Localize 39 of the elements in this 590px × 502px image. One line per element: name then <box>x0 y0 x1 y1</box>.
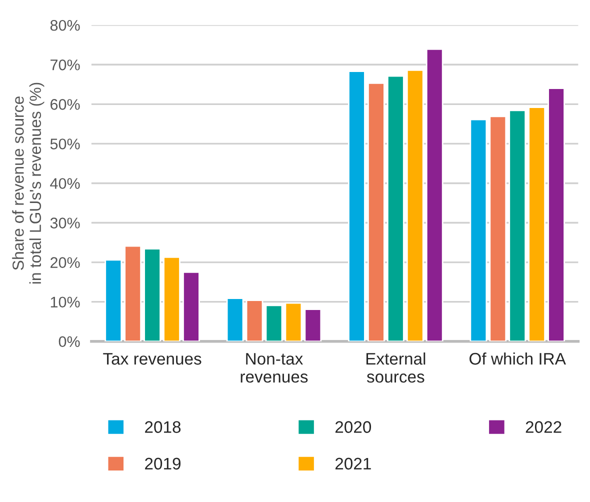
y-tick-label: 40% <box>50 178 80 189</box>
y-tick-label: 0% <box>58 336 80 348</box>
bar <box>368 82 385 342</box>
y-tick-label: 20% <box>50 257 80 268</box>
y-tick-label: 30% <box>50 218 80 228</box>
x-tick-label: Non-tax revenues <box>240 353 308 383</box>
x-tick-label: Tax revenues <box>103 353 202 365</box>
bar <box>304 308 322 342</box>
legend-label: 2020 <box>335 421 372 433</box>
bar <box>348 70 366 342</box>
y-axis-title: Share of revenue source in total LGUs's revenues (%) <box>12 82 44 284</box>
legend-label: 2018 <box>145 421 181 433</box>
y-tick-label: 60% <box>50 99 80 110</box>
bar <box>528 106 546 342</box>
x-tick-label: Of which IRA <box>470 352 566 365</box>
bar <box>246 300 264 342</box>
y-tick-label: 80% <box>50 20 80 31</box>
bar <box>226 298 244 342</box>
bar <box>104 259 122 342</box>
legend-label: 2021 <box>335 458 371 470</box>
y-tick-label: 10% <box>50 296 80 308</box>
bar <box>284 302 302 342</box>
bar <box>386 75 404 342</box>
bar <box>470 118 488 342</box>
bar <box>426 48 444 342</box>
bar <box>406 69 424 342</box>
bar <box>508 110 526 342</box>
bar <box>489 116 507 342</box>
legend-label: 2022 <box>526 421 562 433</box>
bar <box>144 248 161 342</box>
y-tick-label: 50% <box>50 138 80 150</box>
bar <box>265 304 283 342</box>
legend-label: 2019 <box>145 458 180 470</box>
x-tick-label: External sources <box>366 352 426 383</box>
bar <box>182 271 200 342</box>
bar <box>124 245 142 342</box>
bar <box>163 256 180 342</box>
y-tick-label: 70% <box>50 60 80 70</box>
bar <box>548 88 565 342</box>
